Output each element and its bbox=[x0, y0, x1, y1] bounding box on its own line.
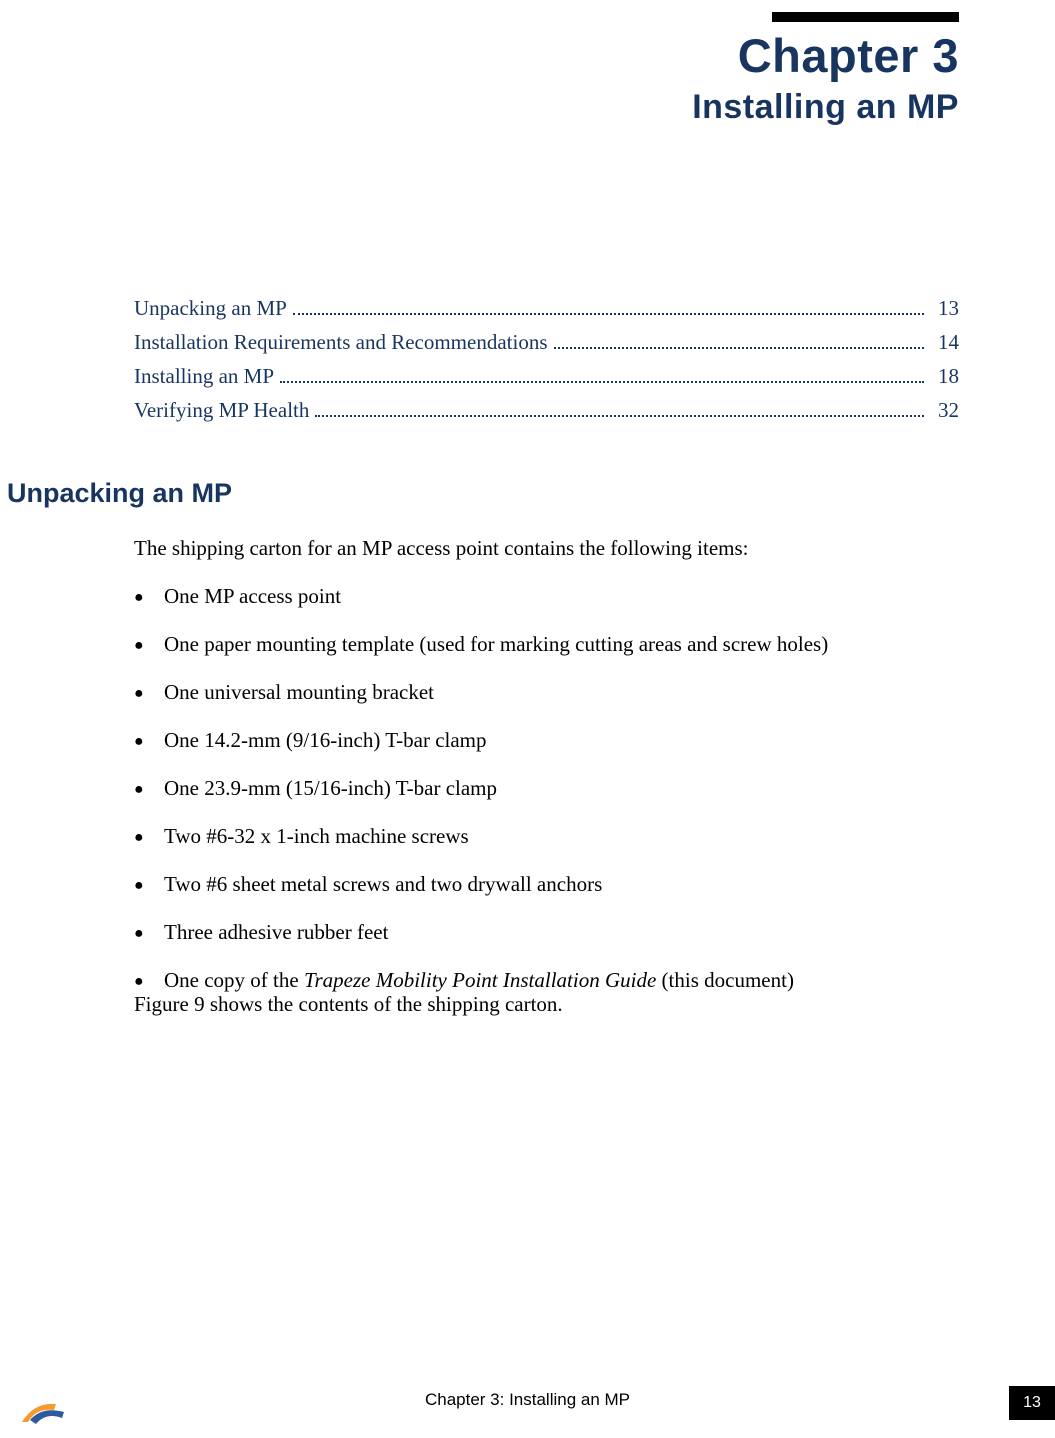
bullet-icon: ● bbox=[134, 589, 164, 607]
bullet-icon: ● bbox=[134, 925, 164, 943]
list-item: ● One copy of the Trapeze Mobility Point… bbox=[134, 968, 959, 993]
list-item: ● One 14.2-mm (9/16-inch) T-bar clamp bbox=[134, 728, 959, 753]
toc-label: Installation Requirements and Recommenda… bbox=[134, 330, 548, 355]
list-item-text: One 14.2-mm (9/16-inch) T-bar clamp bbox=[164, 728, 959, 753]
toc-label: Installing an MP bbox=[134, 364, 274, 389]
list-item-prefix: One copy of the bbox=[164, 968, 304, 992]
bullet-icon: ● bbox=[134, 877, 164, 895]
toc-label: Verifying MP Health bbox=[134, 398, 309, 423]
brand-logo-icon bbox=[16, 1392, 70, 1430]
chapter-title: Chapter 3 bbox=[738, 28, 959, 83]
bullet-icon: ● bbox=[134, 829, 164, 847]
list-item-text: One 23.9-mm (15/16-inch) T-bar clamp bbox=[164, 776, 959, 801]
list-item: ● Three adhesive rubber feet bbox=[134, 920, 959, 945]
toc-page: 32 bbox=[930, 398, 959, 423]
page-number-box: 13 bbox=[1009, 1386, 1055, 1420]
list-item: ● One MP access point bbox=[134, 584, 959, 609]
toc-row: Unpacking an MP 13 bbox=[134, 296, 959, 321]
toc-row: Installing an MP 18 bbox=[134, 364, 959, 389]
list-item-italic: Trapeze Mobility Point Installation Guid… bbox=[304, 968, 656, 992]
list-item-suffix: (this document) bbox=[656, 968, 794, 992]
toc-leader-dots bbox=[315, 415, 924, 417]
section-heading-unpacking: Unpacking an MP bbox=[7, 478, 232, 509]
toc-page: 14 bbox=[930, 330, 959, 355]
header-rule bbox=[772, 12, 959, 22]
list-item-text: One MP access point bbox=[164, 584, 959, 609]
list-item-text: Three adhesive rubber feet bbox=[164, 920, 959, 945]
toc-row: Verifying MP Health 32 bbox=[134, 398, 959, 423]
section-outro: Figure 9 shows the contents of the shipp… bbox=[134, 992, 959, 1017]
list-item: ● Two #6 sheet metal screws and two dryw… bbox=[134, 872, 959, 897]
bullet-icon: ● bbox=[134, 781, 164, 799]
page-number: 13 bbox=[1023, 1394, 1041, 1412]
list-item-text: One paper mounting template (used for ma… bbox=[164, 632, 959, 657]
bullet-icon: ● bbox=[134, 973, 164, 991]
footer-center-text: Chapter 3: Installing an MP bbox=[0, 1390, 1055, 1410]
table-of-contents: Unpacking an MP 13 Installation Requirem… bbox=[134, 296, 959, 432]
bullet-icon: ● bbox=[134, 637, 164, 655]
section-intro: The shipping carton for an MP access poi… bbox=[134, 536, 959, 561]
bullet-icon: ● bbox=[134, 733, 164, 751]
list-item: ● One 23.9-mm (15/16-inch) T-bar clamp bbox=[134, 776, 959, 801]
toc-label: Unpacking an MP bbox=[134, 296, 287, 321]
list-item-text: One copy of the Trapeze Mobility Point I… bbox=[164, 968, 959, 993]
bullet-list: ● One MP access point ● One paper mounti… bbox=[134, 584, 959, 1016]
list-item: ● One universal mounting bracket bbox=[134, 680, 959, 705]
toc-leader-dots bbox=[280, 381, 924, 383]
chapter-subtitle: Installing an MP bbox=[692, 88, 959, 127]
bullet-icon: ● bbox=[134, 685, 164, 703]
toc-leader-dots bbox=[293, 313, 924, 315]
list-item-text: Two #6-32 x 1-inch machine screws bbox=[164, 824, 959, 849]
list-item-text: Two #6 sheet metal screws and two drywal… bbox=[164, 872, 959, 897]
list-item: ● Two #6-32 x 1-inch machine screws bbox=[134, 824, 959, 849]
list-item-text: One universal mounting bracket bbox=[164, 680, 959, 705]
list-item: ● One paper mounting template (used for … bbox=[134, 632, 959, 657]
toc-page: 13 bbox=[930, 296, 959, 321]
toc-page: 18 bbox=[930, 364, 959, 389]
toc-leader-dots bbox=[554, 347, 925, 349]
toc-row: Installation Requirements and Recommenda… bbox=[134, 330, 959, 355]
